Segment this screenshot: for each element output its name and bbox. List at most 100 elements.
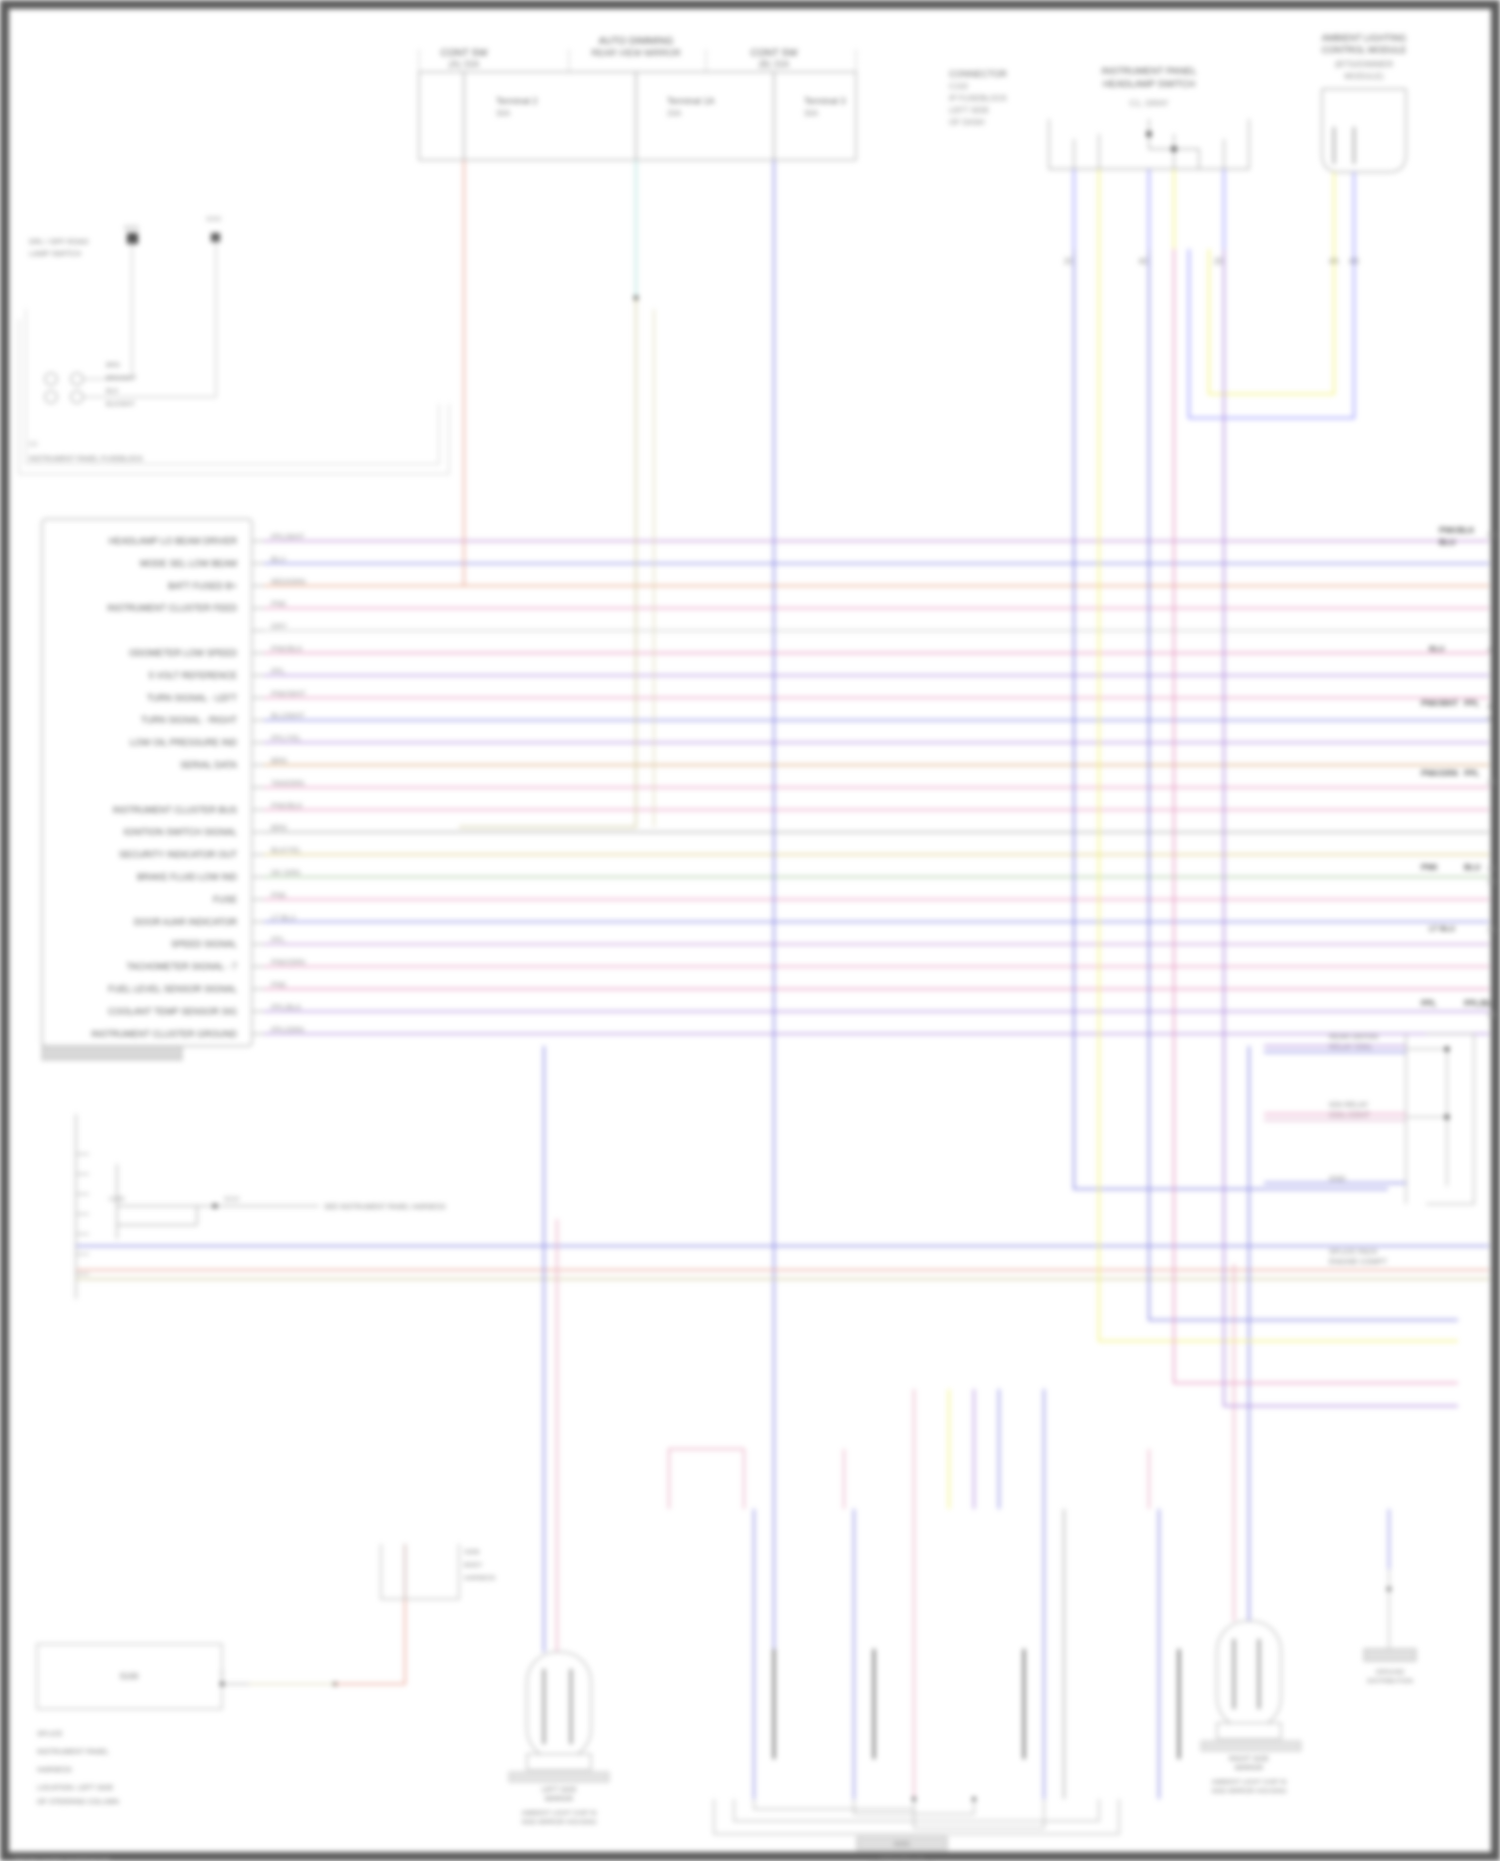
svg-text:(BTSI/DIMMER: (BTSI/DIMMER: [1335, 59, 1394, 69]
svg-text:BRAKE FLUID LOW IND: BRAKE FLUID LOW IND: [137, 872, 238, 882]
svg-text:OF STEERING COLUMN: OF STEERING COLUMN: [37, 1797, 119, 1806]
svg-text:LT BLU: LT BLU: [1429, 924, 1455, 933]
svg-text:LOW OIL PRESSURE IND: LOW OIL PRESSURE IND: [130, 738, 238, 748]
svg-text:BODY: BODY: [464, 1562, 483, 1569]
svg-text:CONNECTOR: CONNECTOR: [949, 69, 1007, 79]
svg-text:FUSE: FUSE: [213, 894, 237, 904]
svg-text:INSTRUMENT PANEL FUSEBLOCK: INSTRUMENT PANEL FUSEBLOCK: [29, 456, 144, 463]
svg-text:DOOR AJAR INDICATOR: DOOR AJAR INDICATOR: [134, 917, 238, 927]
svg-text:SPLICE PACK: SPLICE PACK: [1329, 1247, 1378, 1256]
svg-text:PPL/BLK: PPL/BLK: [271, 1002, 301, 1011]
svg-text:IP FUSEBLOCK: IP FUSEBLOCK: [949, 94, 1008, 103]
svg-text:ODOMETER LOW SPEED: ODOMETER LOW SPEED: [129, 648, 238, 658]
svg-text:REAR DEFOG: REAR DEFOG: [1329, 1032, 1379, 1041]
svg-text:19: 19: [1487, 1012, 1495, 1019]
svg-text:9: 9: [1487, 716, 1491, 723]
svg-text:INSTRUMENT PANEL: INSTRUMENT PANEL: [1101, 66, 1196, 77]
svg-text:Diagram courtesy of AA1Car.com: Diagram courtesy of AA1Car.com: [14, 1856, 110, 1861]
svg-text:LOCATION: LEFT SIDE: LOCATION: LEFT SIDE: [37, 1783, 114, 1792]
svg-text:C205: C205: [109, 1196, 125, 1203]
svg-text:AUTO DIMMING: AUTO DIMMING: [599, 36, 674, 47]
svg-text:REAR VIEW MIRROR: REAR VIEW MIRROR: [591, 48, 681, 58]
svg-text:BLK: BLK: [106, 388, 119, 395]
svg-text:S202: S202: [206, 216, 222, 223]
svg-text:GROUND: GROUND: [1376, 1669, 1405, 1676]
svg-text:PPL: PPL: [271, 935, 285, 944]
svg-text:FUEL LEVEL SENSOR SIGNAL: FUEL LEVEL SENSOR SIGNAL: [108, 984, 237, 994]
svg-text:SIDE MIRROR HOUSING: SIDE MIRROR HOUSING: [521, 1819, 596, 1826]
svg-text:PPL: PPL: [1464, 769, 1480, 778]
svg-text:5 VOLT REFERENCE: 5 VOLT REFERENCE: [149, 670, 237, 680]
svg-text:LT BLU: LT BLU: [271, 913, 296, 922]
svg-text:COOLANT TEMP SENSOR SIG: COOLANT TEMP SENSOR SIG: [108, 1006, 237, 1016]
svg-text:PNK/BLK: PNK/BLK: [271, 644, 303, 653]
svg-text:DK GRN: DK GRN: [271, 868, 300, 877]
svg-text:(A) 15A: (A) 15A: [449, 59, 480, 69]
svg-text:C1, GRAY: C1, GRAY: [1129, 98, 1168, 108]
svg-text:HARNESS: HARNESS: [464, 1575, 496, 1582]
svg-text:2D: 2D: [1214, 257, 1224, 266]
svg-text:CONT SW: CONT SW: [750, 48, 798, 59]
svg-text:PNK: PNK: [271, 599, 286, 608]
svg-text:BLU: BLU: [1439, 538, 1456, 547]
svg-text:PNK: PNK: [271, 980, 286, 989]
svg-text:Terminal 3: Terminal 3: [804, 96, 846, 106]
svg-text:PNK/WHT: PNK/WHT: [1421, 699, 1458, 708]
svg-text:S210: S210: [224, 1196, 240, 1203]
svg-text:SPEED SIGNAL: SPEED SIGNAL: [171, 939, 237, 949]
svg-text:8: 8: [1487, 704, 1491, 711]
svg-text:Terminal 1A: Terminal 1A: [667, 96, 715, 106]
svg-text:AMBIENT LIGHT CHIP IN: AMBIENT LIGHT CHIP IN: [1211, 1779, 1286, 1786]
svg-text:TURN SIGNAL - LEFT: TURN SIGNAL - LEFT: [147, 693, 238, 703]
svg-text:PPL/YEL: PPL/YEL: [271, 734, 301, 743]
svg-text:LEFT SIDE: LEFT SIDE: [949, 106, 989, 115]
svg-text:SIDE MIRROR HOUSING: SIDE MIRROR HOUSING: [1211, 1788, 1286, 1795]
svg-text:AMBIENT LIGHT CHIP IN: AMBIENT LIGHT CHIP IN: [521, 1810, 596, 1817]
svg-text:GRY: GRY: [271, 622, 287, 631]
svg-text:PPL: PPL: [1464, 699, 1480, 708]
svg-text:12: 12: [1487, 866, 1495, 873]
svg-text:PNK/ORN: PNK/ORN: [1421, 769, 1458, 778]
svg-text:PPL/WHT: PPL/WHT: [271, 532, 305, 541]
svg-text:C1: C1: [1487, 532, 1496, 539]
svg-text:INSTRUMENT CLUSTER FEED: INSTRUMENT CLUSTER FEED: [107, 603, 237, 613]
svg-text:BATT FUSED B+: BATT FUSED B+: [168, 581, 237, 591]
svg-text:BLK/YEL: BLK/YEL: [271, 846, 301, 855]
svg-text:PNK/WHT: PNK/WHT: [271, 689, 306, 698]
svg-text:(B) 15A: (B) 15A: [759, 59, 790, 69]
svg-text:MODULE): MODULE): [1344, 71, 1383, 81]
svg-text:BLU: BLU: [1464, 863, 1481, 872]
svg-text:MIRROR: MIRROR: [1235, 1765, 1263, 1772]
svg-text:IGNITION SWITCH SIGNAL: IGNITION SWITCH SIGNAL: [123, 827, 237, 837]
svg-text:RIGHT SIDE: RIGHT SIDE: [1229, 1756, 1269, 1763]
svg-text:PPL/BLK: PPL/BLK: [1464, 999, 1498, 1008]
svg-text:INSTRUMENT CLUSTER BUS: INSTRUMENT CLUSTER BUS: [113, 805, 237, 815]
svg-text:MODE SEL LOW BEAM: MODE SEL LOW BEAM: [140, 558, 237, 568]
svg-text:13: 13: [1487, 879, 1495, 886]
svg-text:Terminal 2: Terminal 2: [496, 96, 538, 106]
svg-text:MIRROR: MIRROR: [545, 1796, 573, 1803]
svg-text:PPL: PPL: [1421, 999, 1437, 1008]
svg-text:SERIAL DATA: SERIAL DATA: [180, 760, 237, 770]
svg-text:TURN SIGNAL - RIGHT: TURN SIGNAL - RIGHT: [141, 715, 238, 725]
svg-text:CONTROL MODULE: CONTROL MODULE: [1322, 45, 1407, 55]
svg-text:BLK/WHT: BLK/WHT: [106, 401, 135, 408]
svg-text:RED/ORN: RED/ORN: [271, 577, 306, 586]
svg-text:PNK/ORN: PNK/ORN: [271, 958, 305, 967]
svg-text:BLU/WHT: BLU/WHT: [271, 711, 305, 720]
svg-text:ENGINE COMPT: ENGINE COMPT: [1329, 1257, 1387, 1266]
svg-text:BRN: BRN: [271, 756, 287, 765]
svg-text:16: 16: [1487, 927, 1495, 934]
svg-text:PNK: PNK: [271, 890, 286, 899]
svg-text:BRN: BRN: [106, 362, 120, 369]
svg-text:PPL/ORN: PPL/ORN: [271, 1025, 304, 1034]
svg-text:GND: GND: [1329, 1174, 1346, 1183]
svg-text:BRN: BRN: [271, 823, 287, 832]
svg-text:IGN RELAY: IGN RELAY: [1329, 1100, 1368, 1109]
svg-text:LAMP SWITCH: LAMP SWITCH: [29, 249, 81, 258]
svg-text:SEE INSTRUMENT PANEL HARNESS: SEE INSTRUMENT PANEL HARNESS: [324, 1204, 446, 1211]
svg-text:DISTRIBUTION: DISTRIBUTION: [1367, 1678, 1413, 1685]
svg-text:SECURITY INDICATOR OUT: SECURITY INDICATOR OUT: [119, 850, 238, 860]
svg-text:DRL / OFF ROAD: DRL / OFF ROAD: [29, 237, 89, 246]
svg-text:2C: 2C: [1064, 257, 1074, 266]
